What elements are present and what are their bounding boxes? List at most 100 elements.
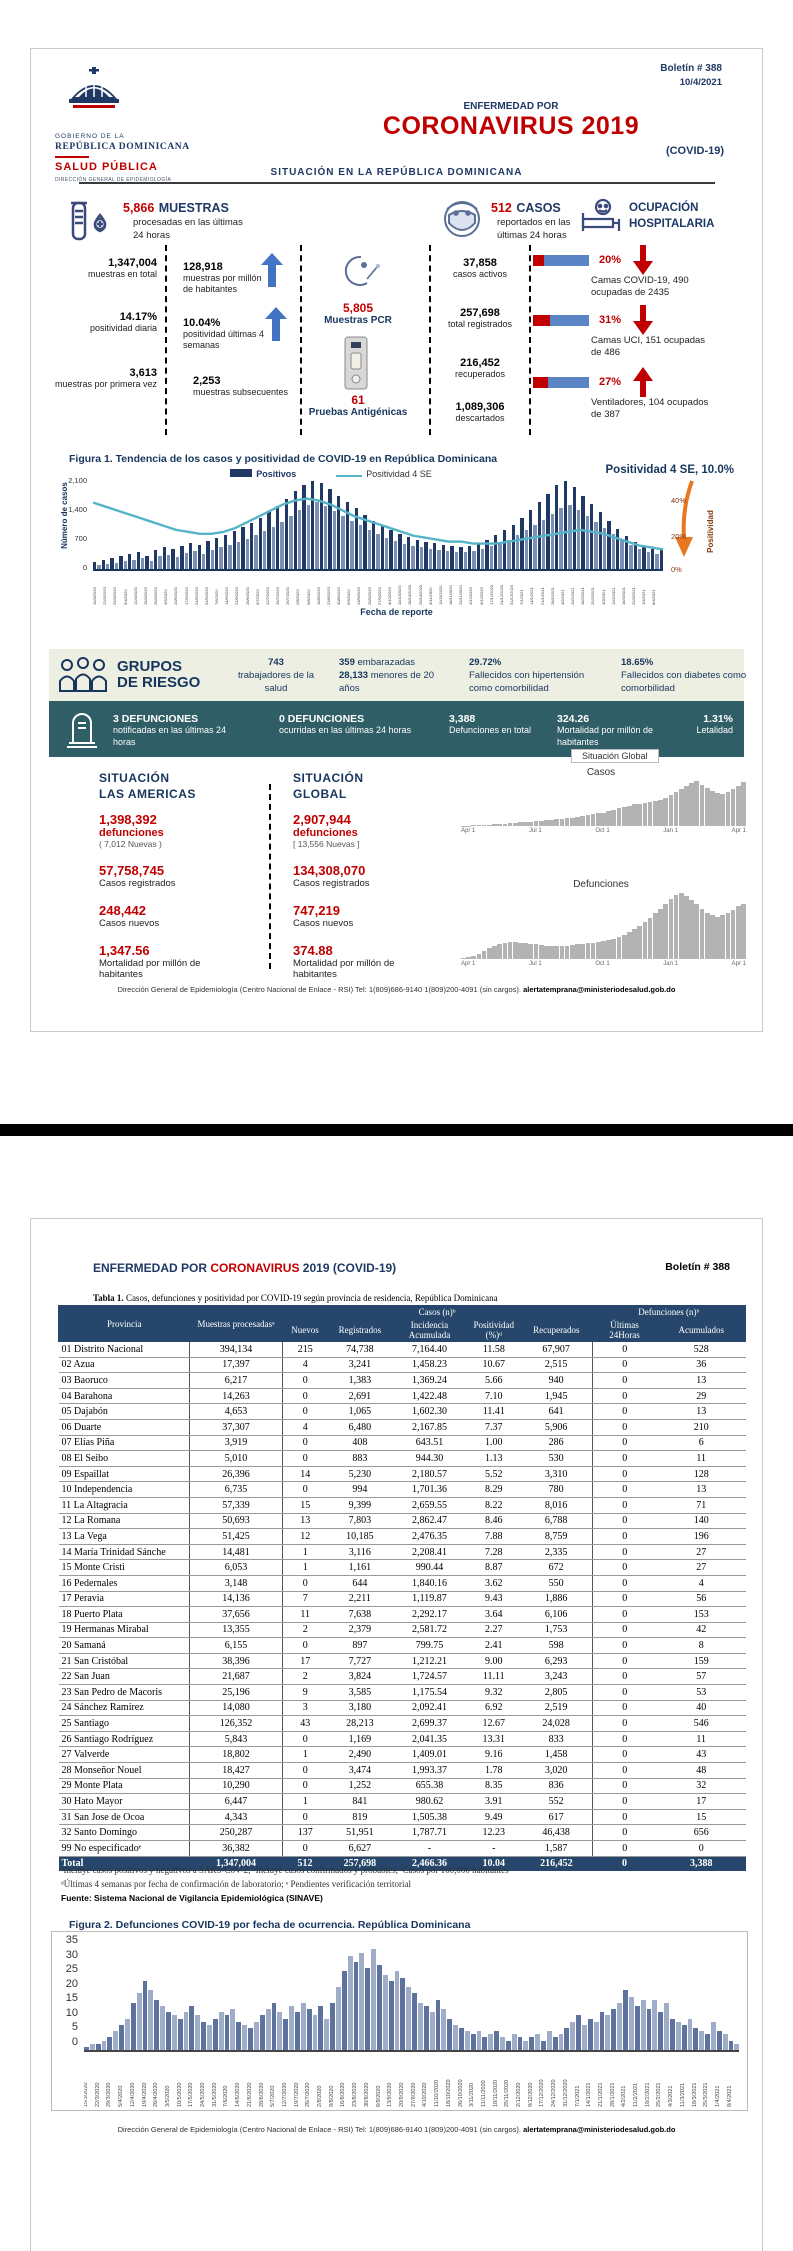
table-cell: 1,724.57 [391, 1668, 467, 1686]
col-incidencia: Incidencia Acumulada [391, 1318, 468, 1342]
table-cell: 4,653 [189, 1403, 283, 1420]
bar [529, 2037, 535, 2050]
figure1-legend: Positivos Positividad 4 SE [31, 469, 631, 479]
table-cell: 18,427 [189, 1762, 283, 1779]
table-cell: 2,335 [520, 1544, 593, 1561]
bar [632, 804, 637, 826]
bar [533, 944, 539, 959]
bar [471, 825, 477, 826]
table-cell: 43 [656, 1746, 746, 1764]
bar [454, 551, 459, 569]
xtick-label: 15/3/2020 [84, 2082, 89, 2107]
table-cell: 1,252 [327, 1778, 392, 1795]
table-cell: 06 Duarte [58, 1419, 191, 1436]
page-2: ENFERMEDAD POR CORONAVIRUS 2019 (COVID-1… [30, 1218, 763, 2251]
table-cell: 2,180.57 [391, 1466, 467, 1483]
bar [544, 945, 549, 959]
bar [347, 1955, 353, 2050]
bar [582, 2024, 587, 2050]
table-cell: 28 Monseñor Nouel [58, 1762, 191, 1779]
bar [715, 916, 720, 959]
bar [461, 957, 466, 959]
table-cell: 2,092.41 [391, 1700, 467, 1717]
bar [623, 1990, 628, 2050]
table-cell: 12 [282, 1528, 328, 1545]
bar [372, 520, 376, 569]
table-cell: 4,343 [189, 1809, 283, 1826]
bar [728, 2040, 734, 2050]
xtick-label: 29/3/2020 [112, 587, 118, 605]
bar [621, 934, 627, 959]
table-cell: 2,691 [327, 1388, 392, 1405]
bar [646, 2009, 652, 2050]
bar [93, 562, 97, 569]
table-cell: 48 [656, 1762, 746, 1779]
table-cell: 2,699.37 [391, 1715, 467, 1732]
table-cell: 8.29 [466, 1481, 521, 1498]
bar [505, 2040, 511, 2050]
bar [689, 782, 694, 826]
page2-footer: Dirección General de Epidemiología (Cent… [117, 2125, 676, 2134]
bar [197, 544, 201, 569]
divider-dashed-1 [165, 245, 167, 435]
table-row: 26 Santiago Rodríguez 5,843 0 1,169 2,041.35… [58, 1731, 746, 1748]
bar [633, 542, 637, 569]
bar [241, 527, 245, 569]
legend-positivos: Positivos [230, 469, 296, 479]
table-cell: 14,080 [189, 1700, 283, 1717]
table-cell: 67,907 [520, 1341, 593, 1358]
bar [429, 2012, 435, 2050]
table-cell: 836 [520, 1778, 593, 1795]
table-cell: 24 Sánchez Ramírez [58, 1700, 191, 1717]
bar [423, 2006, 429, 2050]
table-cell: 8,016 [520, 1497, 593, 1514]
table-cell: 14,481 [189, 1544, 283, 1561]
table-cell: 25 Santiago [58, 1715, 191, 1732]
table-cell: 19 Hermanas Mirabal [58, 1622, 191, 1639]
bar [318, 2006, 324, 2050]
table-cell: 3,148 [189, 1575, 283, 1592]
bar [224, 2015, 230, 2050]
bar [640, 1999, 646, 2050]
xtick-label: Apr 1 [731, 828, 746, 834]
xtick-label: Apr 1 [731, 961, 746, 967]
table-cell: 7.37 [466, 1419, 521, 1436]
table-cell: 27 [656, 1544, 746, 1561]
table-cell: 0 [282, 1403, 328, 1420]
table-cell: 13 [656, 1372, 746, 1389]
table-cell: 9.49 [466, 1809, 521, 1826]
xtick-label: 11/11/2020 [480, 2080, 487, 2107]
table-cell: 1.78 [466, 1762, 521, 1779]
table-cell: 42 [656, 1622, 746, 1639]
table-cell: 0 [282, 1481, 328, 1498]
bar [507, 941, 513, 959]
table-cell: 1 [282, 1746, 328, 1764]
government-line2: REPÚBLICA DOMINICANA [55, 142, 190, 152]
table-cell: 5,843 [189, 1731, 283, 1748]
bar [175, 557, 180, 569]
table-cell: 50,693 [189, 1513, 283, 1530]
table-cell: 74,738 [327, 1341, 392, 1358]
table-cell: 655.38 [391, 1778, 467, 1795]
bar [642, 922, 648, 959]
bar [741, 782, 746, 826]
bar [341, 1971, 347, 2050]
figure1-xticks: 15/3/2020 22/3/2020 29/3/2020 5/4/2020 12/4/… [93, 573, 663, 605]
bar [406, 1987, 412, 2050]
table-row: 24 Sánchez Ramírez 14,080 3 3,180 2,092.41 6.… [58, 1700, 746, 1717]
stat-discarded: 1,089,306 descartados [455, 401, 505, 423]
table-row: 04 Barahona 14,263 0 2,691 1,422.48 7.10 1,945… [58, 1388, 746, 1405]
table-cell: 883 [327, 1450, 392, 1467]
table-cell: 1,065 [327, 1403, 392, 1420]
bar [568, 505, 572, 569]
bar [518, 822, 523, 826]
bar [470, 2034, 476, 2050]
group-defunciones: Defunciones (n)ᵇ [591, 1305, 747, 1319]
table-cell: 1,161 [327, 1559, 392, 1576]
risk-groups-title: GRUPOS DE RIESGO [117, 658, 201, 691]
xtick-label: 26/10/2020 [417, 584, 423, 605]
bar [511, 524, 515, 569]
bar [624, 536, 629, 569]
line-swatch-icon [336, 474, 363, 477]
bar [668, 795, 674, 826]
